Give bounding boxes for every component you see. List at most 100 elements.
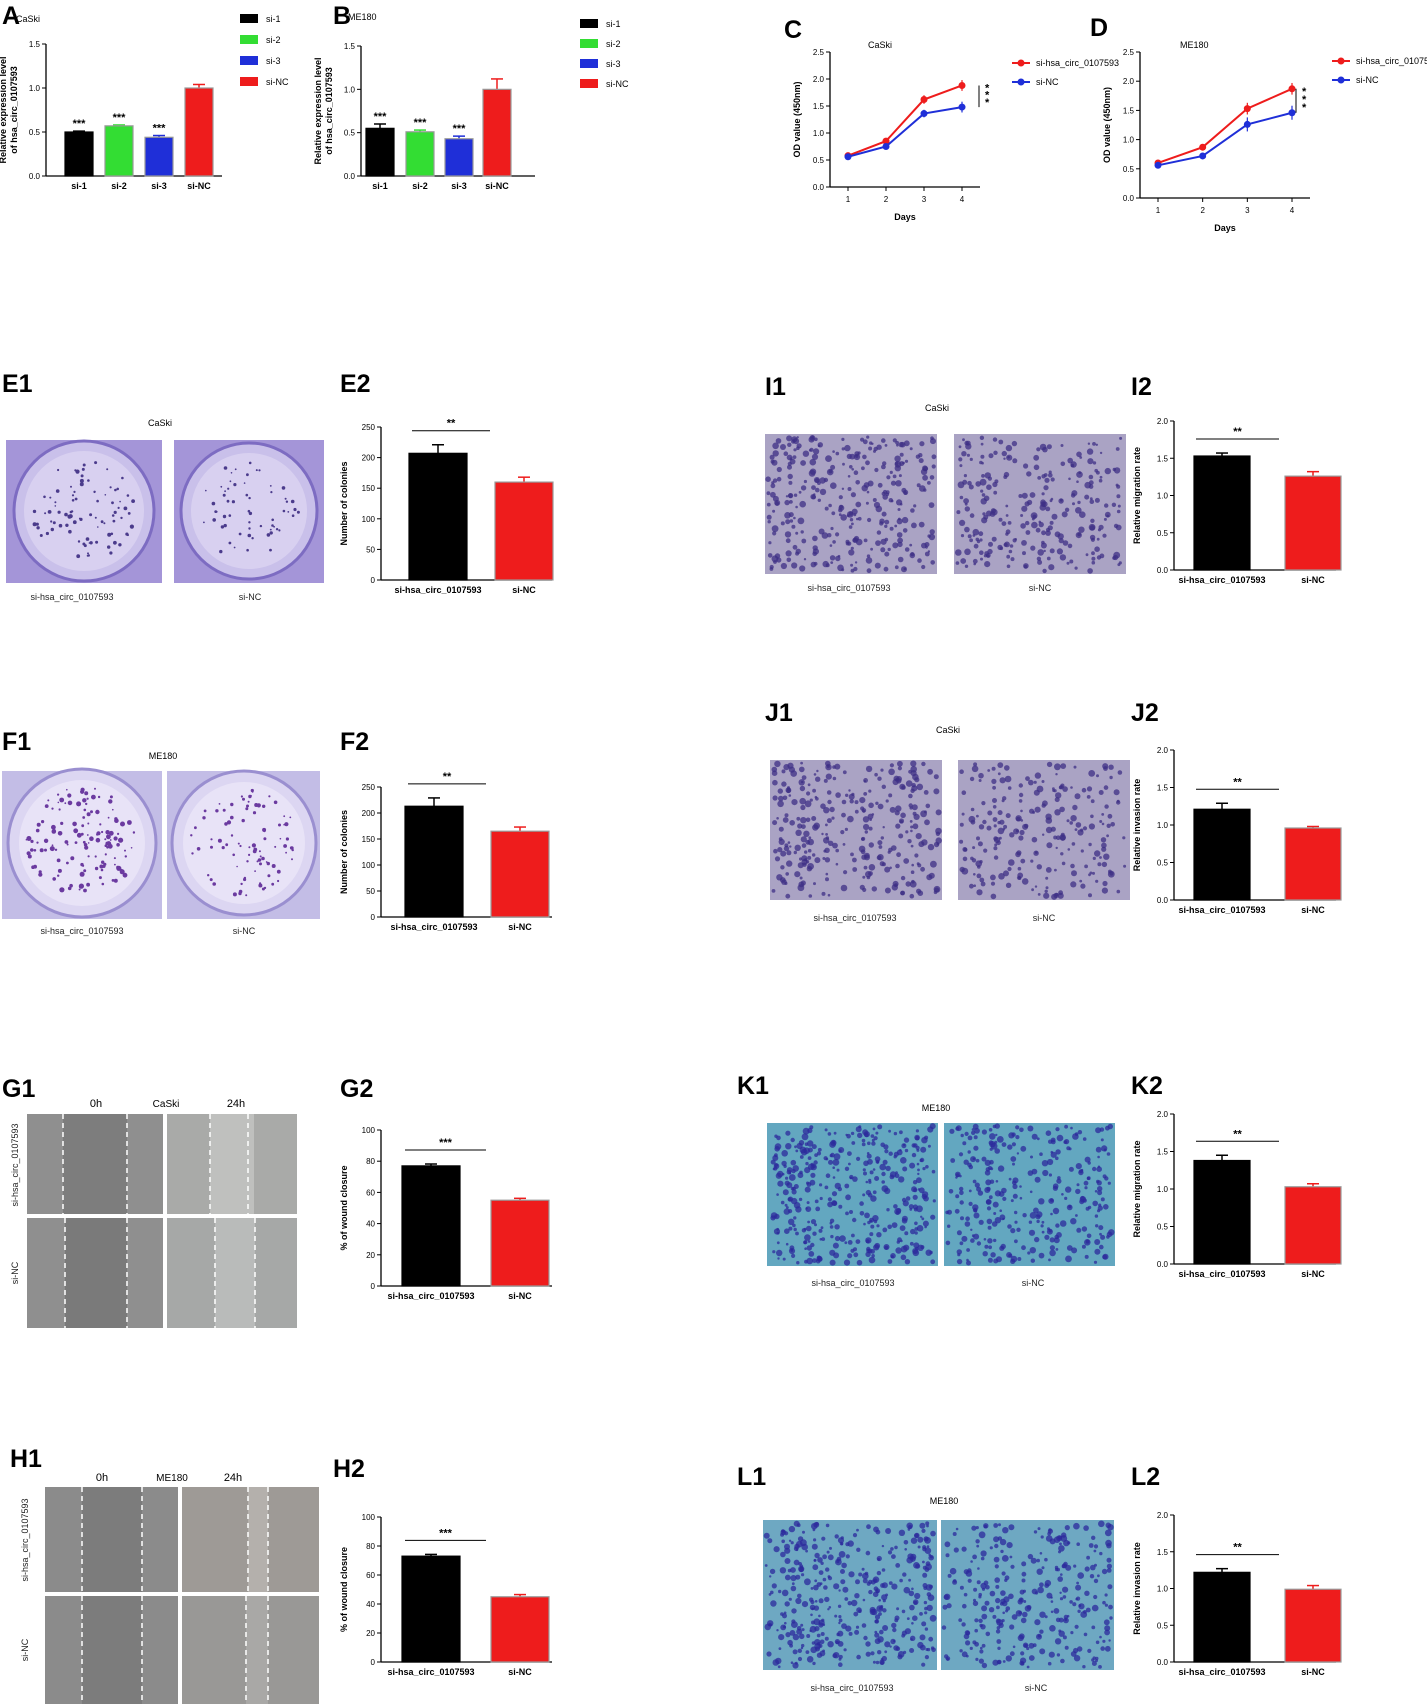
cell: [1036, 447, 1041, 452]
colony-dot: [261, 856, 265, 861]
cell: [862, 1168, 866, 1172]
cell: [1037, 559, 1043, 565]
significance-marker: *: [1302, 86, 1307, 98]
cell: [1060, 1658, 1065, 1664]
cell: [1069, 559, 1074, 564]
cell: [916, 783, 924, 791]
cell: [840, 830, 845, 835]
cell: [799, 766, 805, 773]
cell: [818, 1228, 823, 1233]
legend-label: si-2: [606, 39, 621, 49]
cell: [882, 1599, 886, 1603]
cell: [997, 1659, 1002, 1665]
cell: [965, 1570, 973, 1577]
g1-time-24h: 24h: [227, 1098, 245, 1110]
cell: [1012, 1645, 1016, 1649]
cell: [838, 1621, 841, 1625]
cell: [1007, 521, 1012, 525]
cell: [972, 528, 980, 536]
colony-dot: [38, 872, 43, 877]
cell: [814, 1199, 819, 1204]
cell: [1077, 1130, 1083, 1135]
y-tick-label: 0.0: [813, 183, 825, 192]
colony-dot: [27, 854, 32, 859]
cell: [810, 1172, 816, 1178]
cell: [857, 516, 862, 521]
colony-dot: [225, 843, 229, 847]
cell: [931, 1647, 936, 1653]
cell: [814, 478, 820, 483]
cell: [924, 1225, 927, 1229]
cell: [974, 1628, 978, 1633]
cell: [911, 1186, 917, 1193]
colony-dot: [274, 845, 277, 848]
cell: [908, 1590, 915, 1597]
cell: [959, 1186, 964, 1192]
cell: [974, 1618, 979, 1623]
cell: [1102, 1639, 1106, 1643]
cell: [1092, 1166, 1097, 1172]
cell: [990, 1167, 994, 1171]
cell: [976, 1241, 982, 1246]
data-point: [1154, 161, 1162, 169]
y-tick-label: 60: [366, 1571, 375, 1580]
cell: [1056, 1653, 1061, 1657]
cell: [963, 1159, 969, 1165]
cell: [849, 1176, 853, 1180]
cell: [1075, 507, 1082, 514]
colony-dot: [231, 500, 235, 504]
cell: [1061, 1564, 1066, 1569]
cell: [1008, 1524, 1015, 1531]
significance-marker: *: [1302, 102, 1307, 114]
cell: [827, 1197, 833, 1202]
cell: [912, 823, 919, 830]
cell: [1018, 799, 1023, 803]
cell: [1101, 861, 1108, 868]
cell: [845, 1542, 850, 1547]
y-tick-label: 1.0: [1157, 821, 1169, 830]
cell: [813, 1584, 819, 1591]
cell: [874, 1632, 880, 1638]
cell: [984, 1159, 991, 1166]
cell: [811, 453, 819, 460]
cell: [841, 799, 847, 805]
cell: [928, 1636, 934, 1642]
cell: [876, 1232, 882, 1238]
cell: [960, 534, 965, 538]
cell: [921, 761, 926, 767]
y-tick-label: 2.0: [1123, 77, 1135, 86]
cell: [1039, 1552, 1043, 1555]
y-tick-label: 80: [366, 1542, 375, 1551]
cell: [966, 1260, 971, 1266]
cell: [1086, 1555, 1090, 1560]
colony-dot: [126, 494, 130, 497]
cell: [977, 1567, 980, 1570]
cell: [917, 1536, 924, 1543]
cell: [792, 1662, 799, 1669]
cell: [768, 1593, 772, 1596]
colony-dot: [236, 865, 238, 868]
cell: [853, 470, 859, 476]
colony-dot: [90, 810, 93, 814]
cell: [975, 1539, 980, 1544]
cell: [958, 457, 963, 462]
cell: [1051, 513, 1058, 520]
cell: [980, 442, 984, 446]
cell: [1066, 1614, 1070, 1618]
cell: [1019, 829, 1025, 836]
cell: [1097, 1205, 1103, 1211]
colony-dot: [279, 837, 282, 840]
cell: [795, 1597, 802, 1605]
cell: [975, 1526, 979, 1530]
cell: [835, 451, 840, 456]
data-point: [844, 153, 852, 161]
cell: [809, 1597, 814, 1602]
cell: [814, 857, 821, 864]
colony-dot: [283, 815, 286, 818]
cell: [888, 1151, 893, 1156]
cell: [1073, 1655, 1081, 1662]
cell: [928, 502, 935, 508]
cell: [788, 1597, 792, 1601]
cell: [952, 1579, 958, 1585]
cell: [904, 547, 910, 552]
